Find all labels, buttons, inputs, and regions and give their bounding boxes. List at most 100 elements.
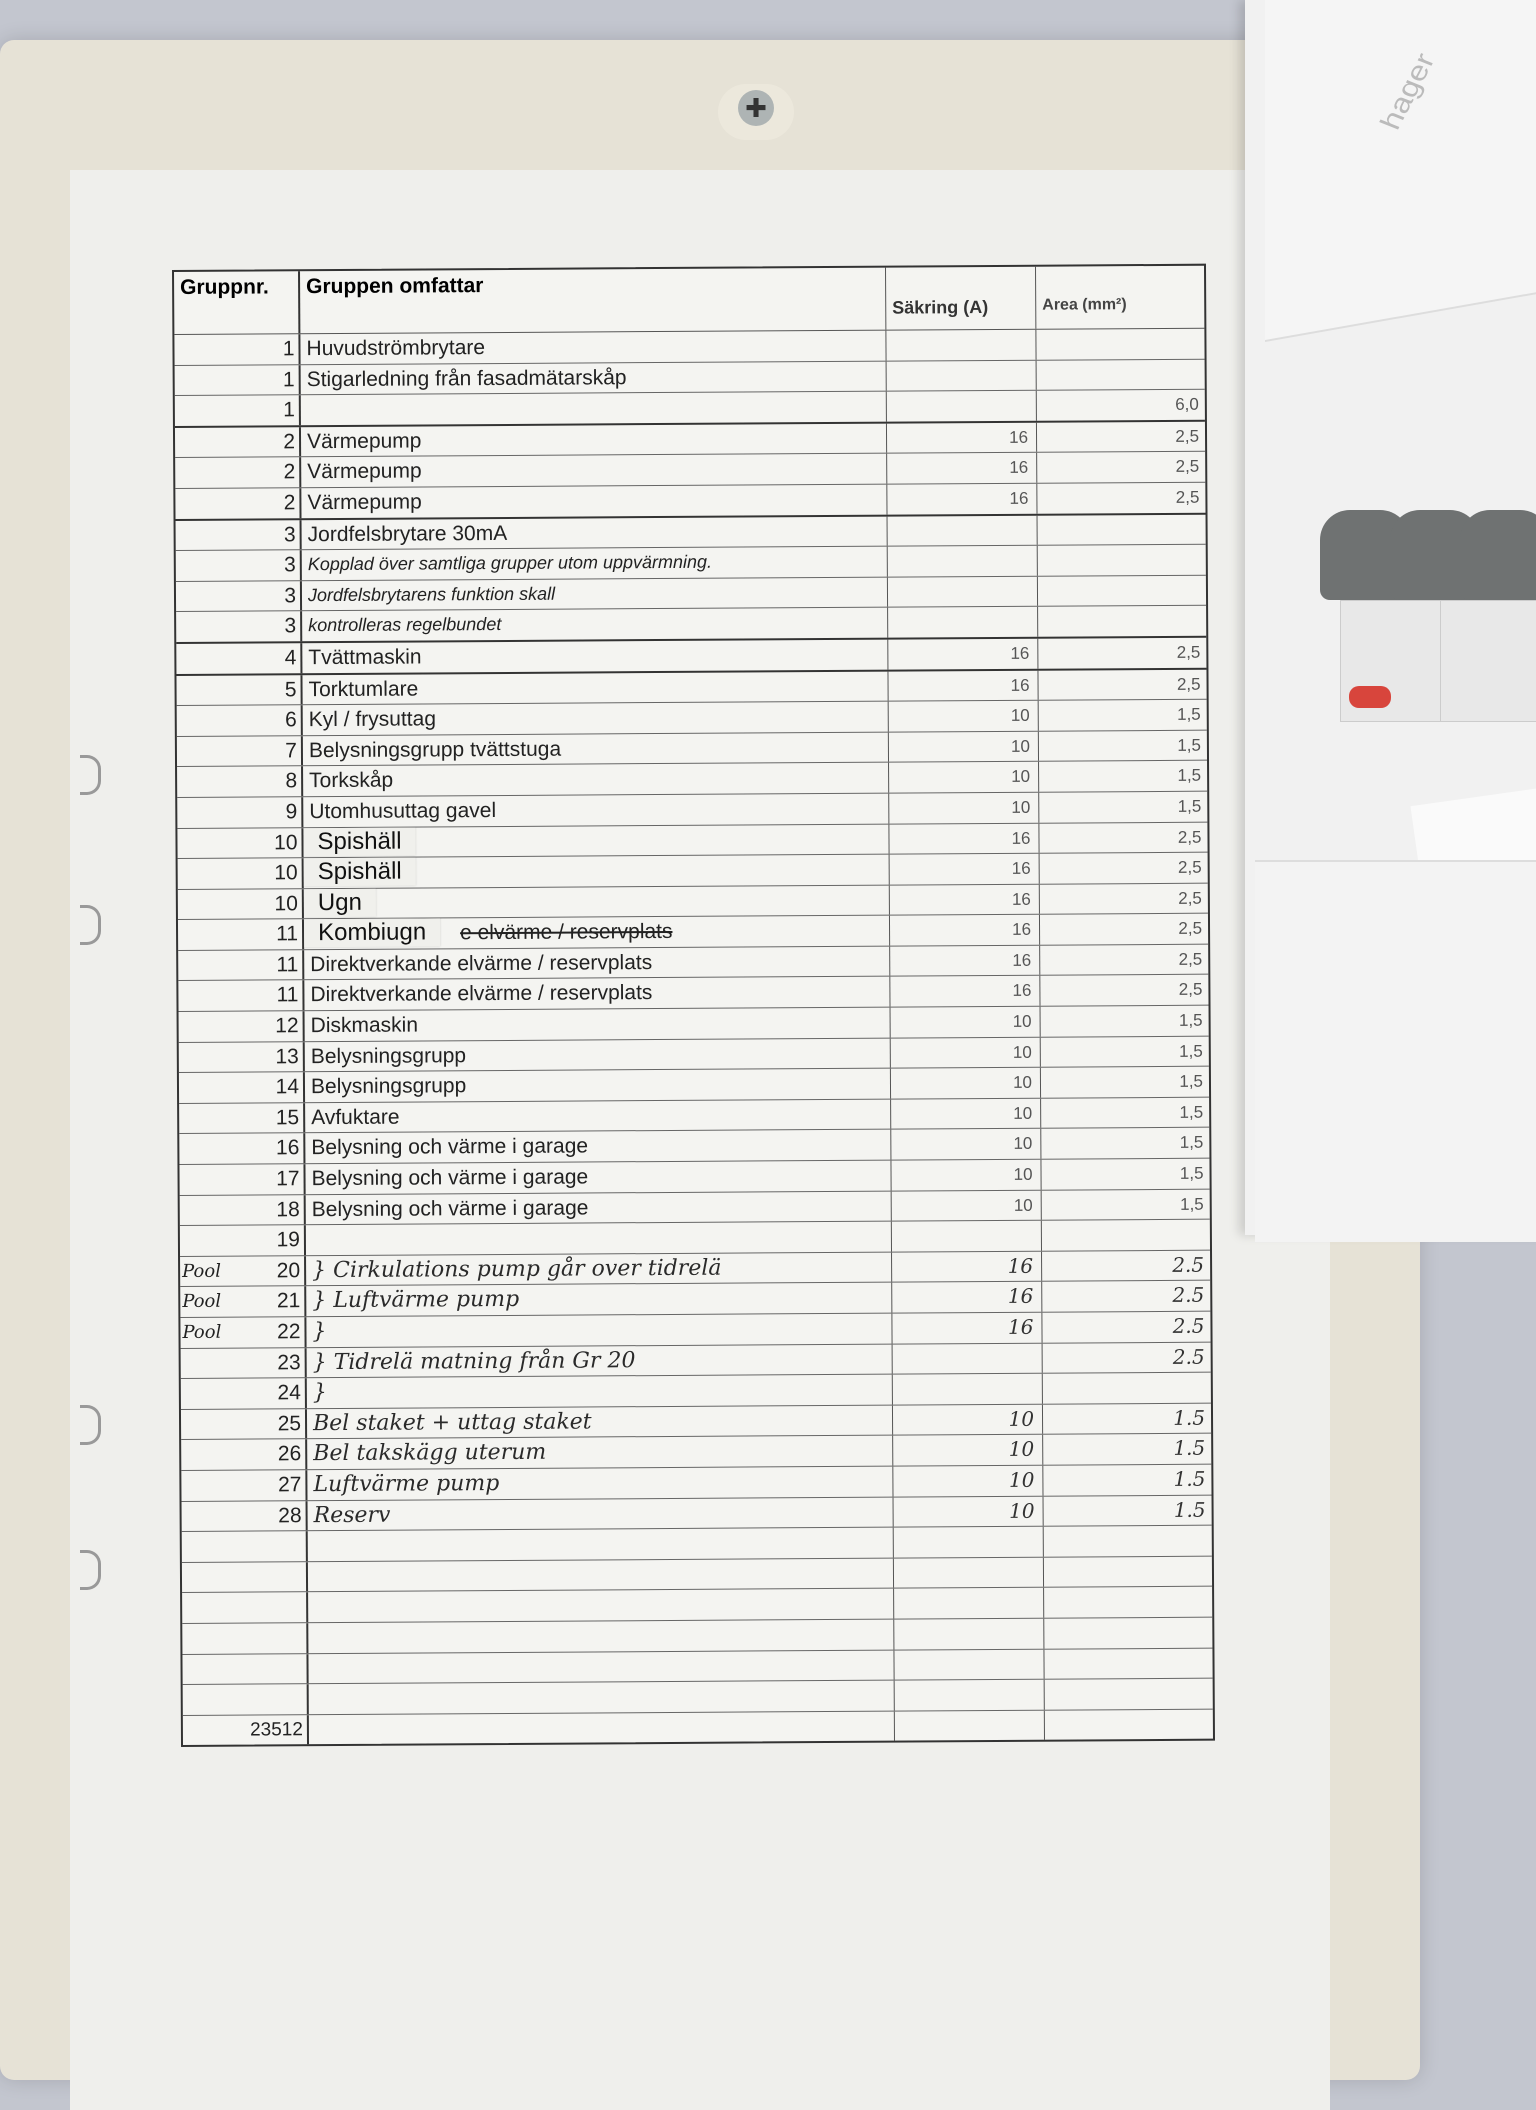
fuse-rating: 10	[889, 792, 1040, 824]
group-number-cell: 8	[177, 766, 304, 797]
group-number: 25	[277, 1412, 302, 1436]
group-number: 2	[283, 430, 296, 454]
group-number: 5	[284, 677, 297, 701]
cable-area	[1044, 1556, 1212, 1587]
cable-area: 1.5	[1173, 1405, 1206, 1430]
description-cell	[308, 1680, 895, 1714]
group-number-cell: 3	[175, 550, 302, 581]
cable-area: 2,5	[1175, 487, 1200, 507]
description-cell: Belysningsgrupp	[304, 1038, 891, 1072]
description-cell	[305, 1221, 893, 1256]
group-number: 23	[277, 1350, 301, 1374]
description-cell: Direktverkande elvärme / reservplats	[304, 977, 891, 1011]
punch-hole	[80, 1550, 101, 1590]
group-number: 21	[276, 1289, 301, 1313]
group-number: 20	[276, 1259, 301, 1283]
group-number-cell: 12	[178, 1011, 305, 1042]
description-cell: Bel takskägg uterum	[307, 1435, 894, 1470]
fuse-rating	[894, 1588, 1045, 1619]
cable-area: 1,5	[1180, 1194, 1204, 1214]
group-number: 11	[276, 953, 299, 977]
description-cell: Belysningsgrupp tvättstuga	[302, 732, 890, 766]
fuse-box-door[interactable]	[1255, 860, 1536, 1242]
fuse-rating: 10	[891, 1159, 1042, 1191]
fuse-rating: 16	[889, 853, 1040, 885]
fuse-rating: 16	[889, 884, 1040, 915]
group-number: 6	[284, 708, 297, 732]
group-number-cell: 14	[178, 1072, 306, 1103]
fuse-rating: 10	[893, 1465, 1044, 1497]
description: Reserv	[313, 1502, 391, 1528]
group-number-cell: 11	[177, 919, 305, 950]
group-number-cell: 21 Pool	[180, 1286, 307, 1317]
description: Direktverkande elvärme / reservplats	[310, 981, 653, 1007]
fuse-rating	[891, 1220, 1043, 1252]
fuse-rating	[894, 1679, 1045, 1711]
description-cell: Bel staket + uttag staket	[306, 1405, 894, 1439]
fuse-box-lid[interactable]: hager	[1265, 0, 1536, 343]
description-cell: Reserv	[307, 1497, 894, 1531]
empty-cell	[894, 1710, 1045, 1741]
description-cell: e elvärme / reservplats Kombiugn	[303, 915, 891, 950]
description-cell: Kyl / frysuttag	[302, 701, 889, 735]
breaker-handle[interactable]	[1460, 510, 1536, 600]
label-sticker: Kombiugn	[303, 916, 441, 948]
cable-area	[1044, 1587, 1212, 1618]
cable-area: 1,5	[1179, 1133, 1204, 1153]
cable-area: 2,5	[1178, 980, 1203, 1000]
fuse-rating: 10	[888, 700, 1039, 732]
fuse-rating	[886, 360, 1037, 391]
group-number-cell	[182, 1623, 309, 1654]
group-number-cell: 10	[177, 827, 304, 859]
fuse-rating: 16	[892, 1282, 1043, 1313]
empty-cell	[308, 1711, 895, 1745]
fuse-rating	[894, 1649, 1045, 1680]
cable-area: 2.5	[1172, 1283, 1205, 1308]
fuse-rating: 10	[893, 1496, 1044, 1527]
group-number-cell: 3	[175, 519, 302, 551]
cable-area: 2,5	[1177, 827, 1202, 847]
description-cell: Torktumlare	[302, 671, 889, 705]
label-sticker: Spishäll	[303, 825, 416, 856]
fuse-rating	[887, 576, 1039, 607]
group-number: 17	[276, 1167, 300, 1191]
cable-area: 2,5	[1177, 857, 1202, 877]
group-number-cell	[182, 1684, 309, 1715]
description-cell: Belysning och värme i garage	[305, 1130, 892, 1164]
group-number-cell: 1	[174, 395, 301, 426]
punch-hole	[80, 905, 101, 945]
cable-area: 2,5	[1175, 426, 1200, 446]
description-cell: Spishäll	[303, 854, 890, 888]
description-cell: Huvudströmbrytare	[300, 330, 887, 364]
description-cell: } Luftvärme pump	[306, 1283, 893, 1317]
description-cell: Torkskåp	[303, 762, 890, 797]
label-sticker: Spishäll	[303, 855, 416, 887]
cable-area: 1.5	[1173, 1466, 1206, 1491]
description-cell: }	[306, 1313, 893, 1347]
description: Belysning och värme i garage	[311, 1196, 589, 1221]
fuse-rating	[892, 1373, 1043, 1405]
description: Tvättmaskin	[308, 645, 422, 670]
group-number: 3	[283, 522, 296, 546]
header-area: Area (mm²)	[1042, 296, 1127, 314]
description-cell	[308, 1650, 895, 1684]
group-number-cell: 23	[180, 1347, 307, 1379]
group-number: 9	[285, 800, 298, 824]
group-number: 3	[284, 583, 297, 608]
fuse-rating: 16	[887, 483, 1038, 515]
group-number-cell	[181, 1561, 309, 1593]
fuse-rating: 10	[891, 1190, 1042, 1221]
fuse-rating: 10	[890, 1006, 1041, 1038]
description: }	[312, 1319, 327, 1345]
group-number-cell: 25	[180, 1408, 308, 1440]
description-cell: Värmepump	[301, 484, 888, 518]
cable-area: 1,5	[1179, 1102, 1204, 1122]
group-number-cell: 2	[175, 457, 302, 488]
group-number-cell: 3	[176, 611, 303, 642]
description-cell: Värmepump	[301, 454, 888, 488]
cable-area	[1043, 1373, 1211, 1404]
group-number: 13	[275, 1044, 299, 1069]
group-number: 14	[275, 1075, 300, 1099]
circuit-group-table: Gruppnr. Gruppen omfattar Säkring (A) Ar…	[172, 263, 1216, 1748]
description: Huvudströmbrytare	[306, 336, 486, 361]
